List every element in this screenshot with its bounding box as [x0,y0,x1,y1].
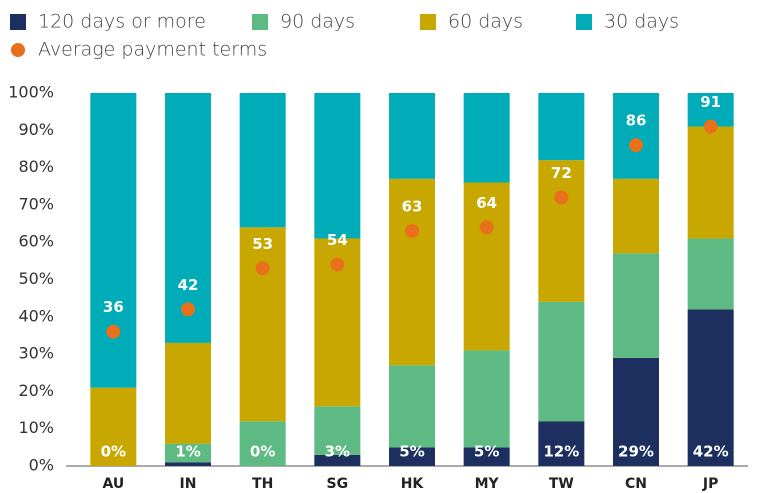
x-tick-label: MY [475,476,500,492]
value-label: 3% [325,443,350,461]
legend-label: Average payment terms [38,39,267,61]
bar-segment [314,406,361,455]
bar-segment [687,309,734,466]
value-label: 5% [399,443,424,461]
bar-segment [613,93,659,179]
value-label: 36 [103,298,124,316]
value-label: 91 [700,93,721,111]
bar-segment [687,126,734,239]
bar-segment [463,447,510,466]
average-dot [405,224,419,239]
bar-segment [314,454,361,466]
average-dot [629,138,643,153]
average-dot [181,302,195,317]
y-tick-label: 80% [18,157,54,176]
bar-segment [538,93,585,161]
legend-label: 90 days [280,11,355,33]
bar-segment [463,182,510,351]
bar-segment [687,238,734,310]
bar-segment [239,227,286,422]
legend-marker [252,14,268,30]
value-label: 63 [402,198,423,216]
bar-segment [389,178,435,366]
bar-segment [239,421,286,466]
x-tick-label: IN [180,476,197,492]
legend-label: 60 days [448,11,523,33]
value-label: 72 [551,164,572,182]
bar-segment [90,387,137,466]
y-tick-label: 50% [18,269,54,288]
value-label: 86 [626,112,647,130]
value-label: 29% [618,443,654,461]
bar-segment [389,365,435,448]
legend-marker [10,14,26,30]
y-tick-label: 100% [8,83,54,102]
bar-segment [165,93,211,343]
bar-segment [613,357,659,466]
y-tick-label: 0% [29,456,54,475]
value-label: 0% [250,443,275,461]
bar-segment [314,93,361,239]
legend-marker [576,14,592,30]
value-label: 5% [474,443,499,461]
value-label: 1% [175,443,200,461]
average-dot [554,190,569,205]
y-tick-label: 30% [18,344,54,363]
bar-segment [463,350,510,448]
x-tick-label: JP [702,476,718,492]
y-tick-label: 70% [18,194,54,213]
legend-label: 30 days [604,11,679,33]
x-tick-label: AU [102,476,124,492]
average-dot [703,119,718,134]
legend-label: 120 days or more [38,11,206,33]
value-label: 42 [178,276,199,294]
bar-segment [239,93,286,228]
x-tick-label: SG [327,476,349,492]
x-tick-label: TH [252,476,273,492]
bar-segment [538,301,585,422]
y-tick-label: 20% [18,381,54,400]
y-tick-label: 90% [18,120,54,139]
x-tick-label: HK [401,476,425,492]
value-label: 53 [252,235,273,253]
bar-segment [538,421,585,466]
value-label: 42% [693,443,729,461]
average-dot [479,220,494,235]
y-tick-label: 10% [18,418,54,437]
bar-segment [165,443,211,463]
bar-segment [463,93,510,183]
y-tick-label: 60% [18,232,54,251]
bar-segment [389,93,435,179]
y-tick-label: 40% [18,306,54,325]
bar-segment [613,253,659,358]
x-tick-label: TW [549,476,574,492]
bar-segment [90,93,137,388]
value-label: 54 [327,231,348,249]
average-dot [106,324,121,339]
legend-marker [11,43,25,57]
average-dot [330,257,345,272]
x-tick-label: CN [625,476,647,492]
bar-segment [165,462,211,466]
value-label: 12% [543,443,579,461]
bar-segment [165,342,211,444]
average-dot [255,261,270,276]
value-label: 0% [101,443,126,461]
bar-segment [613,178,659,254]
value-label: 64 [476,194,497,212]
legend-marker [420,14,436,30]
bar-segment [389,447,435,466]
bar-segment [538,160,585,302]
